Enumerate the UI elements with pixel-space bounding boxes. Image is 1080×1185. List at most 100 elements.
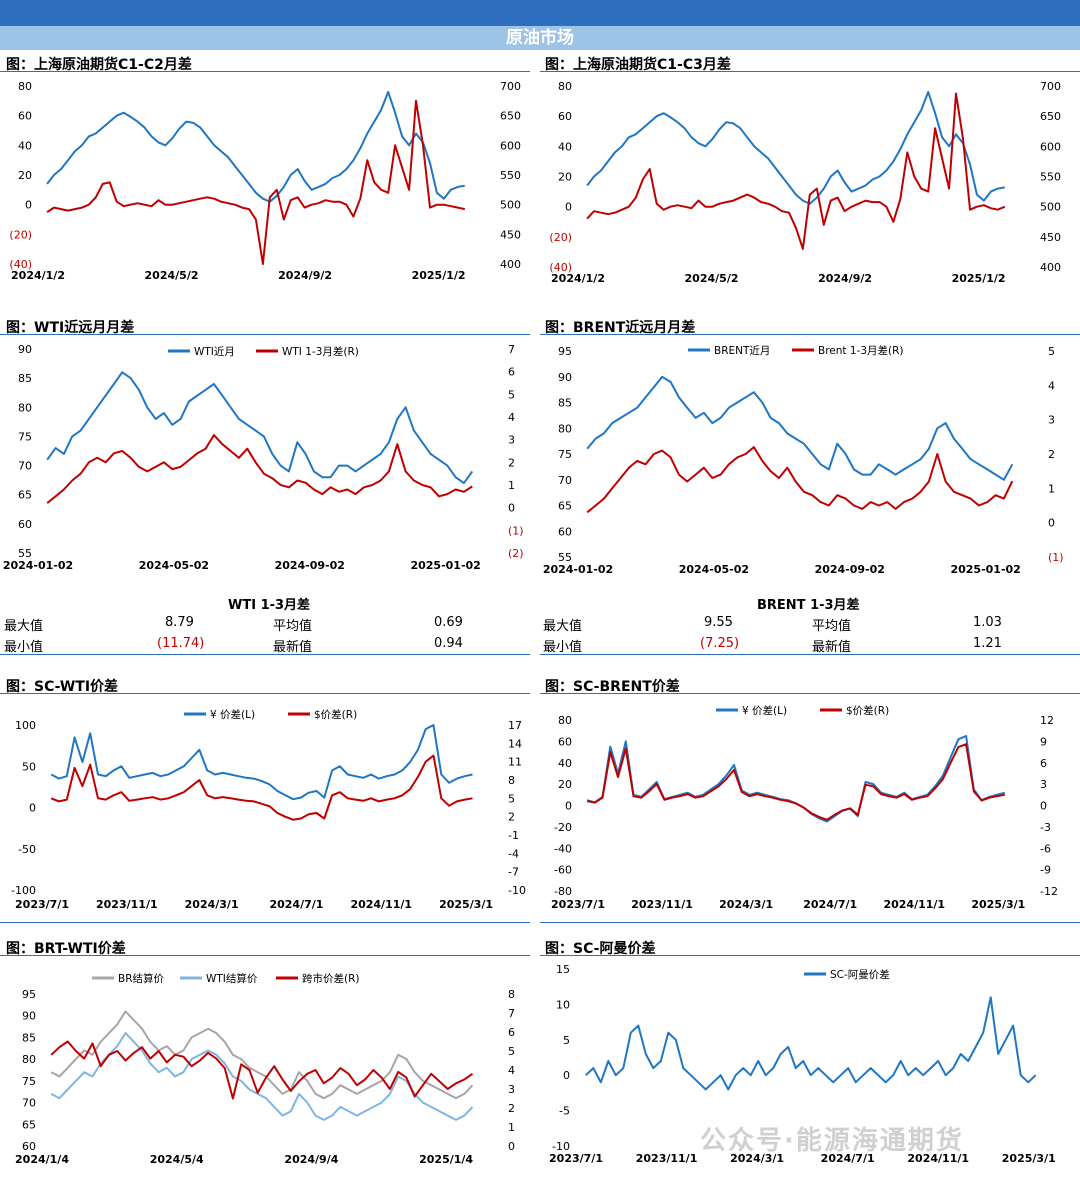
y2-tick-label: 2 (508, 1102, 515, 1115)
x-tick-label: 2024-05-02 (139, 559, 209, 572)
stat-value: 8.79 (165, 615, 194, 630)
y2-tick-label: 550 (500, 169, 521, 182)
chart-title-c1c3: 图：上海原油期货C1-C3月差 (545, 57, 731, 73)
y2-tick-label: 6 (508, 366, 515, 379)
y2-tick-label: 11 (508, 756, 522, 769)
y2-tick-label: 2 (508, 811, 515, 824)
y-tick-label: 40 (558, 140, 572, 153)
y2-tick-label: 9 (1040, 735, 1047, 748)
y2-tick-label: 600 (500, 139, 521, 152)
y2-tick-label: 400 (1040, 261, 1061, 274)
y2-tick-label: 3 (508, 434, 515, 447)
y2-tick-label: 5 (508, 388, 515, 401)
stat-value: 0.69 (434, 615, 463, 630)
y2-tick-label: 5 (1048, 345, 1055, 358)
y-tick-label: 60 (558, 110, 572, 123)
y-tick-label: 20 (18, 169, 32, 182)
stat-value: (7.25) (700, 636, 740, 651)
x-tick-label: 2023/11/1 (636, 1152, 698, 1165)
y-tick-label: 50 (22, 760, 36, 773)
stat-value: 1.03 (973, 615, 1002, 630)
y2-tick-label: 550 (1040, 171, 1061, 184)
y-tick-label: 80 (18, 80, 32, 93)
series-line (50, 724, 473, 801)
stat-value: 0.94 (434, 636, 463, 651)
y2-tick-label: 500 (1040, 201, 1061, 214)
chart-title-wti: 图：WTI近远月月差 (6, 320, 135, 336)
x-tick-label: 2025/1/2 (412, 269, 466, 282)
legend-label: ¥ 价差(L) (742, 704, 787, 717)
y2-tick-label: 14 (508, 737, 522, 750)
y-tick-label: 60 (22, 1140, 36, 1153)
y-tick-label: 75 (18, 430, 32, 443)
divider (540, 922, 1080, 923)
y2-tick-label: (1) (508, 524, 524, 537)
series-line (50, 754, 473, 821)
stat-value: (11.74) (157, 636, 205, 651)
series-line (586, 92, 1006, 250)
y2-tick-label: 6 (508, 1026, 515, 1039)
chart-brent: 95 90 85 80 75 70 65 60 55 5 4 3 2 1 0 (1) 2024-01-02 202… (540, 337, 1080, 582)
y-tick-label: 60 (18, 518, 32, 531)
y2-tick-label: -4 (508, 847, 519, 860)
y-tick-label: 100 (15, 719, 36, 732)
legend-label: $价差(R) (314, 708, 357, 721)
x-tick-label: 2025-01-02 (410, 559, 480, 572)
x-tick-label: 2024-09-02 (275, 559, 345, 572)
y-tick-label: (40) (549, 261, 572, 274)
legend-label: 跨市价差(R) (302, 972, 360, 985)
divider (0, 922, 530, 923)
x-tick-label: 2024/7/1 (821, 1152, 875, 1165)
series-line (46, 434, 473, 504)
x-tick-label: 2024/3/1 (185, 898, 239, 911)
y2-tick-label: 0 (1048, 517, 1055, 530)
y-tick-label: (20) (9, 228, 32, 241)
divider (0, 693, 530, 694)
legend-label: BR结算价 (118, 972, 164, 985)
x-tick-label: 2024/5/4 (150, 1153, 204, 1166)
y-tick-label: 55 (18, 547, 32, 560)
x-tick-label: 2024/9/4 (284, 1153, 338, 1166)
y2-tick-label: 600 (1040, 140, 1061, 153)
x-tick-label: 2025/3/1 (1002, 1152, 1056, 1165)
x-tick-label: 2025/1/2 (952, 272, 1006, 285)
x-tick-label: 2023/11/1 (96, 898, 158, 911)
y-tick-label: 85 (558, 397, 572, 410)
y-tick-label: 65 (22, 1118, 36, 1131)
stat-label: 最新值 (812, 640, 852, 655)
y-tick-label: 20 (558, 171, 572, 184)
y2-tick-label: 1 (508, 479, 515, 492)
y2-tick-label: 5 (508, 792, 515, 805)
y2-tick-label: 2 (508, 456, 515, 469)
stat-label: 最小值 (4, 640, 44, 655)
y2-tick-label: 2 (1048, 448, 1055, 461)
top-bar (0, 0, 1080, 26)
y-tick-label: 60 (558, 525, 572, 538)
y-tick-label: 75 (558, 448, 572, 461)
y2-tick-label: 4 (508, 1064, 515, 1077)
x-tick-label: 2025/3/1 (971, 898, 1025, 911)
divider (540, 955, 1080, 956)
y-tick-label: -100 (11, 884, 36, 897)
legend-label: Brent 1-3月差(R) (818, 344, 904, 357)
y2-tick-label: 17 (508, 719, 522, 732)
x-tick-label: 2025-01-02 (950, 563, 1020, 576)
stat-label: 最大值 (543, 619, 583, 634)
x-tick-label: 2023/7/1 (15, 898, 69, 911)
y-tick-label: 80 (18, 401, 32, 414)
series-line (586, 91, 1005, 205)
stats-title-wti: WTI 1-3月差 (228, 598, 311, 613)
x-tick-label: 2024/5/2 (145, 269, 199, 282)
y-tick-label: 85 (22, 1031, 36, 1044)
chart-title-c1c2: 图：上海原油期货C1-C2月差 (6, 57, 192, 73)
y-tick-label: -60 (554, 864, 572, 877)
x-tick-label: 2024/9/2 (818, 272, 872, 285)
y2-tick-label: 8 (508, 988, 515, 1001)
y2-tick-label: 0 (508, 1140, 515, 1153)
y2-tick-label: 7 (508, 1007, 515, 1020)
y-tick-label: 5 (563, 1034, 570, 1047)
y-tick-label: 70 (22, 1097, 36, 1110)
series-line (46, 90, 465, 203)
section-header: 原油市场 (0, 26, 1080, 50)
x-tick-label: 2024/3/1 (730, 1152, 784, 1165)
